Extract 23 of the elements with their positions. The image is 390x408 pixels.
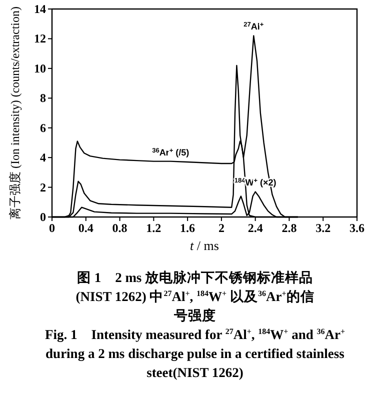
- x-tick-label: 3.2: [316, 221, 331, 235]
- y-tick-label: 2: [40, 180, 46, 194]
- x-axis-title: t / ms: [190, 238, 219, 253]
- subtitle: Fig. 1 Intensity measured for $^{27}$Al$^{+}$, $^{184}$W$^{+}$ and $^{36}$Ar$^{+}$ during a 2 ms discharge pulse in a certified stainless steet(NIST 1262): [44, 326, 346, 382]
- x-tick-label: 0.4: [78, 221, 94, 235]
- x-tick-label: 2: [218, 221, 224, 235]
- y-tick-label: 0: [40, 210, 46, 224]
- y-tick-label: 10: [34, 61, 46, 76]
- y-tick-label: 4: [40, 150, 46, 165]
- x-tick-label: 3.6: [350, 221, 364, 235]
- y-axis-title: 离子强度 (Ion intensity) (counts/extraction): [8, 6, 22, 220]
- y-tick-label: 14: [34, 2, 46, 16]
- y-tick-label: 8: [40, 91, 46, 106]
- x-tick-label: 0.8: [112, 221, 128, 235]
- x-tick-label: 1.2: [146, 221, 162, 235]
- x-tick-label: 2.8: [282, 221, 297, 235]
- x-tick-label: 0: [49, 221, 55, 235]
- x-tick-label: 1.6: [180, 221, 196, 235]
- x-tick-label: 2.4: [248, 221, 263, 235]
- annotation: $^{27}$Al$^{+}$: [244, 21, 264, 32]
- y-tick-label: 12: [34, 32, 46, 46]
- annotation: $^{36}$Ar$^{+}$ (/5): [152, 146, 190, 158]
- y-tick-label: 6: [40, 120, 46, 135]
